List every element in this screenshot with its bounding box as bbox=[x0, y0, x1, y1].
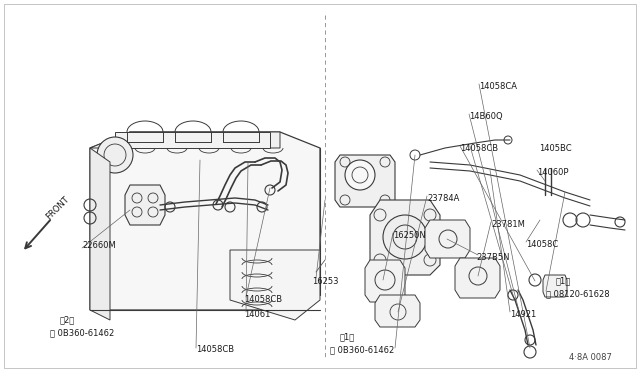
Polygon shape bbox=[370, 200, 440, 275]
Text: 14058C: 14058C bbox=[526, 240, 558, 249]
Polygon shape bbox=[543, 275, 567, 297]
Polygon shape bbox=[375, 295, 420, 327]
Polygon shape bbox=[425, 220, 470, 258]
Circle shape bbox=[383, 215, 427, 259]
Text: Ⓑ 08120-61628: Ⓑ 08120-61628 bbox=[546, 289, 610, 298]
Text: 23781M: 23781M bbox=[491, 220, 525, 229]
Text: （1）: （1） bbox=[556, 276, 572, 285]
Text: （1）: （1） bbox=[340, 332, 355, 341]
Text: 14060P: 14060P bbox=[537, 168, 568, 177]
Text: 237B5N: 237B5N bbox=[476, 253, 509, 262]
Polygon shape bbox=[90, 132, 320, 310]
Polygon shape bbox=[115, 132, 270, 148]
Text: （2）: （2） bbox=[60, 315, 76, 324]
Text: 14058CB: 14058CB bbox=[460, 144, 498, 153]
Polygon shape bbox=[125, 185, 165, 225]
Text: 16253: 16253 bbox=[312, 277, 339, 286]
Polygon shape bbox=[365, 260, 405, 302]
Polygon shape bbox=[90, 132, 280, 148]
Text: 4·8A 0087: 4·8A 0087 bbox=[569, 353, 612, 362]
Text: 14058CB: 14058CB bbox=[244, 295, 282, 304]
Circle shape bbox=[345, 160, 375, 190]
Circle shape bbox=[97, 137, 133, 173]
Text: 16250N: 16250N bbox=[393, 231, 426, 240]
Polygon shape bbox=[455, 258, 500, 298]
Text: 14058CA: 14058CA bbox=[479, 82, 517, 91]
Text: Ⓢ 0B360-61462: Ⓢ 0B360-61462 bbox=[330, 345, 394, 354]
Polygon shape bbox=[230, 250, 320, 320]
Text: 14B60Q: 14B60Q bbox=[469, 112, 502, 121]
Polygon shape bbox=[335, 155, 395, 207]
Text: 14061: 14061 bbox=[244, 310, 270, 319]
Text: 22660M: 22660M bbox=[82, 241, 116, 250]
Text: 1405BC: 1405BC bbox=[539, 144, 572, 153]
Text: 14921: 14921 bbox=[510, 310, 536, 319]
Polygon shape bbox=[90, 148, 110, 320]
Text: FRONT: FRONT bbox=[44, 195, 70, 221]
Text: Ⓢ 0B360-61462: Ⓢ 0B360-61462 bbox=[50, 328, 115, 337]
Text: 23784A: 23784A bbox=[427, 194, 460, 203]
Text: 14058CB: 14058CB bbox=[196, 345, 234, 354]
